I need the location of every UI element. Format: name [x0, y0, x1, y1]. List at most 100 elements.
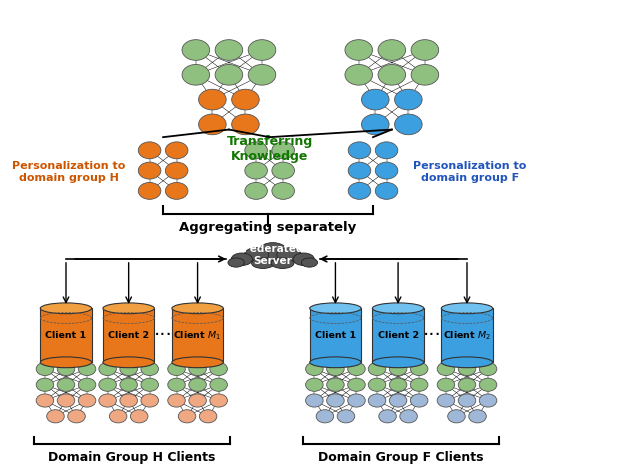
Circle shape [316, 410, 333, 423]
Circle shape [368, 362, 386, 375]
Circle shape [375, 182, 398, 199]
Ellipse shape [244, 248, 269, 262]
Text: Client 2: Client 2 [108, 331, 149, 340]
Circle shape [215, 65, 243, 85]
Text: Aggregating separately: Aggregating separately [179, 221, 356, 235]
Circle shape [348, 394, 365, 407]
Ellipse shape [372, 303, 424, 314]
Circle shape [99, 378, 116, 391]
Circle shape [337, 410, 355, 423]
Circle shape [362, 114, 389, 135]
Ellipse shape [293, 253, 314, 266]
Circle shape [141, 362, 159, 375]
Circle shape [47, 410, 64, 423]
Circle shape [272, 182, 294, 199]
Circle shape [198, 89, 226, 110]
Circle shape [368, 394, 386, 407]
Circle shape [57, 378, 75, 391]
Circle shape [272, 142, 294, 159]
Circle shape [36, 378, 54, 391]
Circle shape [375, 162, 398, 179]
Circle shape [168, 378, 186, 391]
Circle shape [375, 142, 398, 159]
Circle shape [189, 362, 206, 375]
Circle shape [179, 410, 196, 423]
Circle shape [131, 410, 148, 423]
Circle shape [138, 142, 161, 159]
Circle shape [245, 162, 268, 179]
Circle shape [99, 362, 116, 375]
Text: Client 1: Client 1 [315, 331, 356, 340]
Text: Federated
Server: Federated Server [243, 244, 303, 266]
Circle shape [245, 142, 268, 159]
Ellipse shape [271, 258, 294, 268]
Circle shape [120, 394, 138, 407]
Circle shape [232, 89, 259, 110]
Bar [310, 309, 361, 362]
Circle shape [437, 362, 454, 375]
Circle shape [479, 394, 497, 407]
Circle shape [141, 394, 159, 407]
Text: Client 2: Client 2 [378, 331, 419, 340]
Ellipse shape [103, 357, 154, 368]
Circle shape [199, 410, 217, 423]
Circle shape [78, 378, 96, 391]
Circle shape [378, 40, 406, 60]
Circle shape [210, 394, 227, 407]
Circle shape [248, 40, 276, 60]
Ellipse shape [231, 253, 252, 266]
Bar [103, 309, 154, 362]
Circle shape [210, 362, 227, 375]
Ellipse shape [277, 248, 301, 262]
Ellipse shape [372, 357, 424, 368]
Circle shape [437, 378, 454, 391]
Circle shape [248, 65, 276, 85]
Text: Domain Group F Clients: Domain Group F Clients [319, 451, 484, 464]
Circle shape [348, 142, 371, 159]
Text: ···: ··· [423, 326, 442, 345]
Circle shape [326, 378, 344, 391]
Circle shape [458, 394, 476, 407]
Circle shape [326, 362, 344, 375]
Circle shape [165, 142, 188, 159]
Circle shape [168, 362, 186, 375]
Circle shape [141, 378, 159, 391]
Ellipse shape [310, 303, 361, 314]
Circle shape [411, 40, 438, 60]
Circle shape [389, 378, 407, 391]
Circle shape [232, 114, 259, 135]
Circle shape [36, 362, 54, 375]
Text: Client 1: Client 1 [45, 331, 86, 340]
Circle shape [395, 89, 422, 110]
Bar [40, 309, 92, 362]
Ellipse shape [172, 357, 223, 368]
Circle shape [305, 362, 323, 375]
Circle shape [189, 378, 206, 391]
Ellipse shape [258, 243, 287, 261]
Circle shape [210, 378, 227, 391]
Bar [172, 309, 223, 362]
Ellipse shape [172, 303, 223, 314]
Circle shape [368, 378, 386, 391]
Circle shape [272, 162, 294, 179]
Circle shape [215, 40, 243, 60]
Circle shape [458, 362, 476, 375]
Circle shape [57, 362, 75, 375]
Text: Personalization to
domain group H: Personalization to domain group H [12, 161, 126, 183]
Circle shape [168, 394, 186, 407]
Circle shape [395, 114, 422, 135]
Text: ···: ··· [154, 326, 173, 345]
Circle shape [245, 182, 268, 199]
Circle shape [182, 65, 210, 85]
Circle shape [378, 65, 406, 85]
Circle shape [410, 378, 428, 391]
Circle shape [78, 394, 96, 407]
Circle shape [348, 162, 371, 179]
Ellipse shape [301, 258, 317, 267]
Circle shape [109, 410, 127, 423]
Text: Personalization to
domain group F: Personalization to domain group F [413, 161, 527, 183]
Ellipse shape [40, 357, 92, 368]
Circle shape [379, 410, 396, 423]
Circle shape [479, 378, 497, 391]
Circle shape [182, 40, 210, 60]
